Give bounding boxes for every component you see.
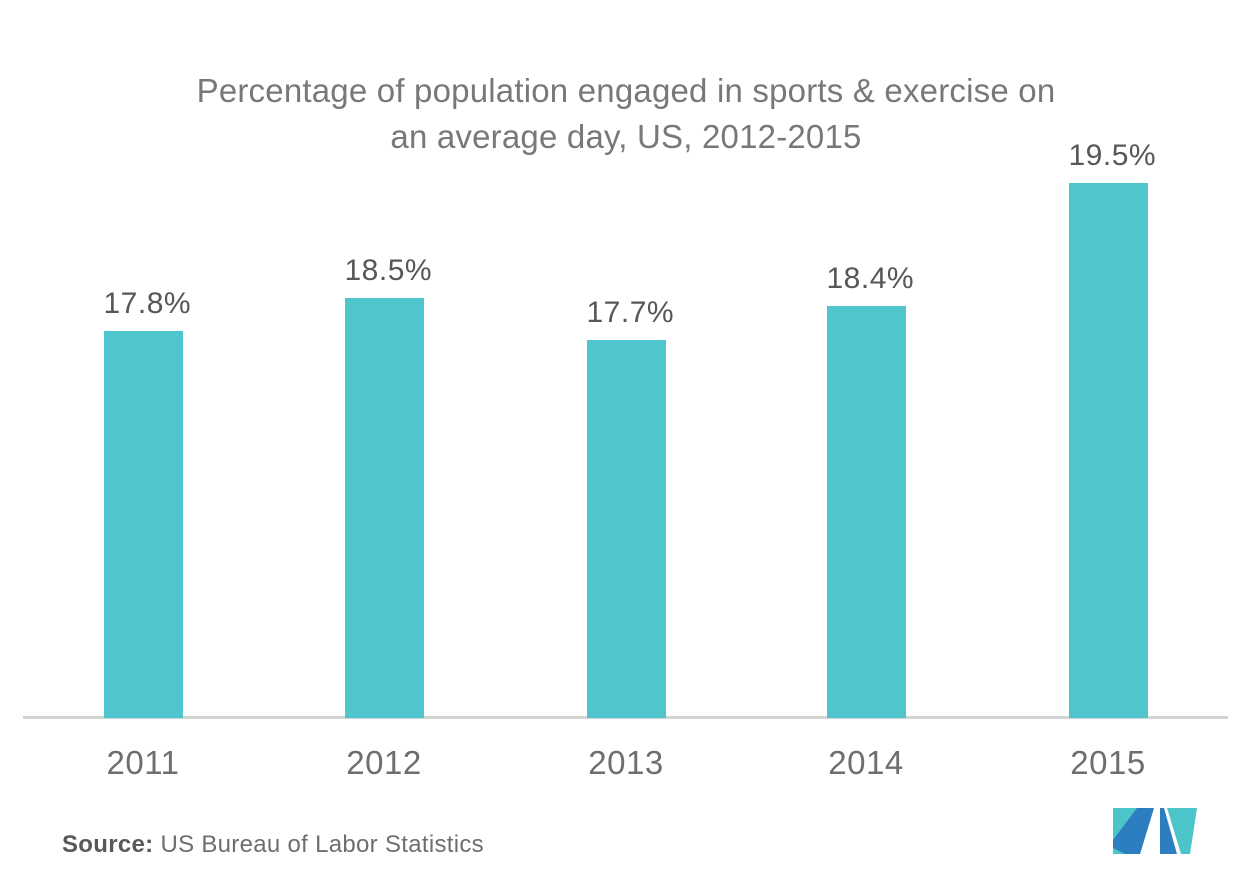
chart-title-line1: Percentage of population engaged in spor… [196, 72, 1056, 109]
source-text: US Bureau of Labor Statistics [160, 831, 484, 858]
logo-left-blue-band [1113, 808, 1154, 854]
bar-value-label-2015: 19.5% [1068, 139, 1157, 172]
x-axis-label-2011: 2011 [106, 744, 180, 781]
bar-value-label-2013: 17.7% [586, 296, 675, 329]
chart-title-line2: an average day, US, 2012-2015 [390, 118, 862, 155]
bar-value-label-2012: 18.5% [344, 254, 433, 287]
source-attribution: Source: US Bureau of Labor Statistics [62, 831, 484, 859]
x-axis-label-2014: 2014 [828, 744, 904, 781]
bar-2015 [1068, 183, 1148, 718]
bar-2013 [586, 340, 666, 718]
source-label: Source: [62, 831, 154, 858]
x-axis-label-2012: 2012 [346, 744, 422, 781]
bar-2012 [344, 298, 424, 718]
chart-title: Percentage of population engaged in spor… [0, 68, 1252, 160]
bar-value-label-2014: 18.4% [826, 262, 915, 295]
bar-value-label-2011: 17.8% [103, 287, 192, 320]
logo-right-teal-wedge [1167, 808, 1197, 854]
bar-2011 [103, 331, 183, 718]
x-axis-label-2015: 2015 [1070, 744, 1146, 781]
logo-right-blue-bar [1160, 808, 1177, 854]
x-axis-label-2013: 2013 [588, 744, 664, 781]
mordor-intelligence-logo [1113, 808, 1197, 854]
bar-2014 [826, 306, 906, 718]
